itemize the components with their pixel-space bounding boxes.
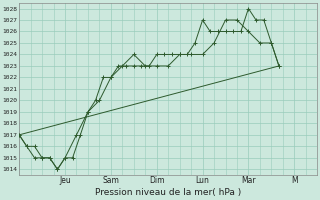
X-axis label: Pression niveau de la mer( hPa ): Pression niveau de la mer( hPa ) [95,188,241,197]
